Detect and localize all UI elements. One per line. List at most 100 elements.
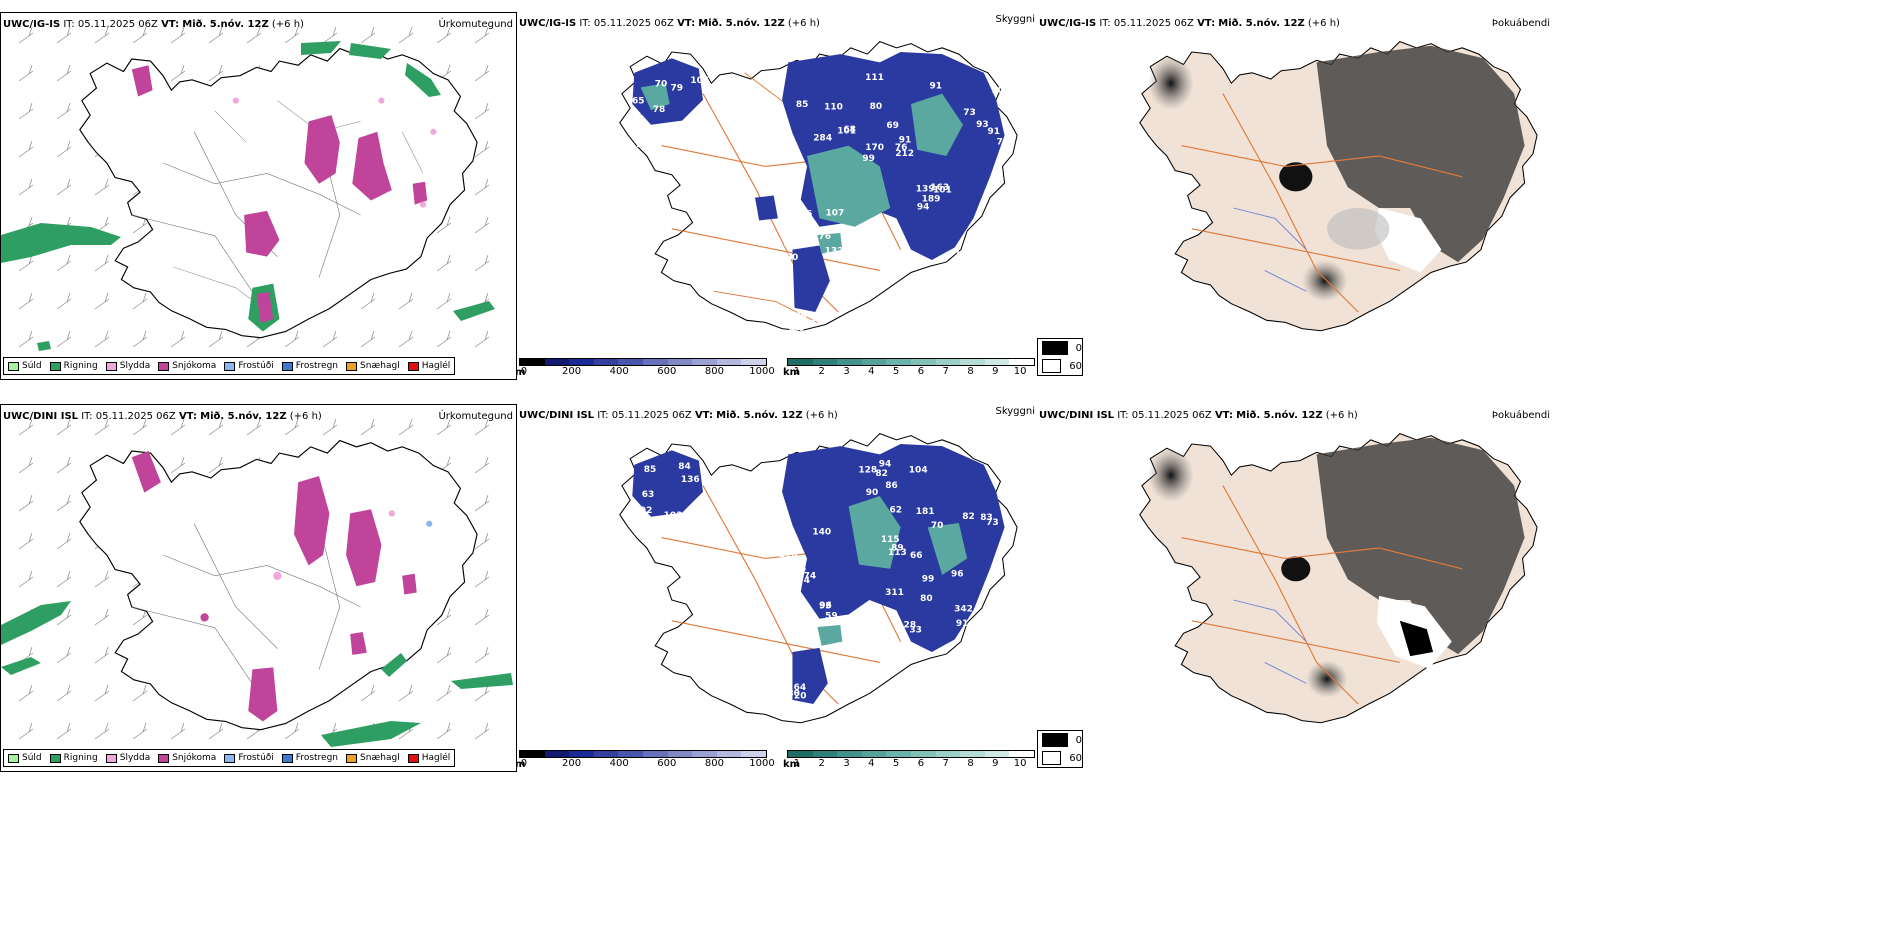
wind-barb: [474, 140, 490, 158]
visibility-value-label: 91: [956, 619, 969, 629]
wind-barb: [94, 684, 110, 702]
visibility-value-label: 80: [870, 102, 883, 112]
legend-swatch: [158, 361, 170, 371]
fog-panel-row2: UWC/DINI ISL IT: 05.11.2025 06Z VT: Mið.…: [1037, 404, 1552, 772]
colorbar-segment: [716, 751, 742, 757]
legend-swatch: [105, 753, 117, 763]
wind-barb: [474, 418, 490, 436]
wind-barb: [474, 532, 490, 550]
colorbar-tick-label: 8: [967, 758, 974, 769]
wind-barb: [94, 608, 110, 626]
wind-barb: [56, 330, 72, 348]
legend-item: Haglél: [407, 361, 450, 371]
wind-barb: [94, 254, 110, 272]
colorbar-segment: [593, 359, 619, 365]
colorbar-segment: [886, 751, 911, 757]
visibility-value-label: 113: [888, 548, 907, 558]
offshore-rain: [1, 223, 121, 263]
colorbar-tick-label: 1000: [749, 366, 775, 377]
visibility-labels: 68 65 106 78 79 73 70 69 96 68 66 76 80 91 101 85 111 79 1…: [632, 73, 1010, 334]
wind-barb: [56, 608, 72, 626]
fog-legend-swatch-low: [1042, 359, 1062, 373]
panel-title: UWC/DINI ISL IT: 05.11.2025 06Z VT: Mið.…: [3, 411, 322, 422]
ceiling-colorbar-strip: [519, 750, 767, 758]
legend-item: Frostúði: [224, 361, 274, 371]
colorbar-segment: [1009, 751, 1034, 757]
visibility-value-label: 130: [970, 227, 989, 237]
wind-barb: [18, 64, 34, 82]
wind-barb: [18, 26, 34, 44]
visibility-value-label: 78: [653, 105, 666, 115]
legend-swatch: [407, 361, 419, 371]
colorbar-tick-label: 400: [609, 366, 629, 377]
visibility-value-label: 93: [976, 120, 989, 130]
visibility-value-label: 96: [800, 210, 813, 220]
wind-barb: [474, 216, 490, 234]
wind-barb: [246, 418, 262, 436]
panel-type-label: Skyggni: [995, 14, 1035, 25]
visibility-value-label: 174: [797, 571, 816, 581]
wind-barb: [170, 330, 186, 348]
colorbar-tick-label: 200: [562, 758, 582, 769]
wind-barb: [436, 684, 452, 702]
wind-barb: [436, 26, 452, 44]
visibility-value-label: 132: [825, 246, 844, 256]
visibility-value-label: 66: [794, 565, 807, 575]
panel-title: UWC/IG-IS IT: 05.11.2025 06Z VT: Mið. 5.…: [3, 19, 304, 30]
wind-barb: [56, 64, 72, 82]
visibility-value-label: 104: [955, 249, 974, 259]
wind-barb: [284, 722, 300, 740]
colorbar-tick-label: 6: [917, 366, 925, 377]
colorbar-segment: [1009, 359, 1034, 365]
ceiling-colorbar-ticks: 0 200 400 600 800 1000: [519, 758, 775, 770]
visibility-value-label: 62: [890, 505, 903, 515]
legend-item: Frostregn: [281, 753, 338, 763]
colorbar-segment: [812, 751, 838, 757]
legend-swatch: [49, 753, 61, 763]
wind-barb: [284, 26, 300, 44]
colorbar-segment: [569, 359, 594, 365]
visibility-value-label: 140: [812, 528, 831, 538]
wind-barb: [94, 646, 110, 664]
colorbar-tick-label: 200: [562, 366, 582, 377]
colorbar-tick-label: 0: [520, 366, 528, 377]
wind-barb: [436, 646, 452, 664]
wind-barb: [56, 254, 72, 272]
wind-barb: [474, 494, 490, 512]
colorbar-segment: [544, 751, 570, 757]
wind-barb: [94, 570, 110, 588]
wind-barb: [208, 418, 224, 436]
legend-item: Slydda: [105, 753, 150, 763]
wind-barb: [360, 684, 376, 702]
fog-legend-low: 60: [1038, 749, 1082, 767]
colorbar-tick-label: 7: [942, 366, 949, 377]
visibility-value-label: 92: [640, 506, 653, 516]
legend-item: Rigning: [49, 753, 98, 763]
visibility-value-label: 110: [824, 102, 843, 112]
visibility-labels: 57 84 85 136 103 63 92 96 82 70 66 94 80 113 164 128 91 1…: [636, 460, 999, 717]
visibility-value-label: 311: [885, 588, 904, 598]
snow-area: [352, 131, 392, 201]
panel-type-label: Úrkomutegund: [438, 411, 513, 422]
wind-barb: [284, 330, 300, 348]
visibility-value-label: 79: [997, 138, 1010, 148]
visibility-colorbar-strip: [787, 358, 1035, 366]
colorbar-segment: [716, 359, 742, 365]
wind-barb: [132, 330, 148, 348]
wind-barb: [474, 570, 490, 588]
wind-barb: [170, 26, 186, 44]
legend-item: Slydda: [105, 361, 150, 371]
legend-swatch: [158, 753, 170, 763]
wind-barb: [474, 608, 490, 626]
legend-item: Frostúði: [224, 753, 274, 763]
colorbar-tick-label: 400: [609, 758, 629, 769]
wind-barb: [360, 330, 376, 348]
visibility-value-label: 104: [909, 466, 928, 476]
fog-map: [1139, 433, 1538, 724]
fog-high-area: [1316, 45, 1525, 263]
colorbar-segment: [910, 359, 936, 365]
visibility-colorbar-ticks: 1 2 3 4 5 6 7 8 9 10: [787, 366, 1035, 378]
wind-barb: [170, 64, 186, 82]
colorbar-tick-label: 4: [868, 758, 875, 769]
wind-barb: [18, 292, 34, 310]
